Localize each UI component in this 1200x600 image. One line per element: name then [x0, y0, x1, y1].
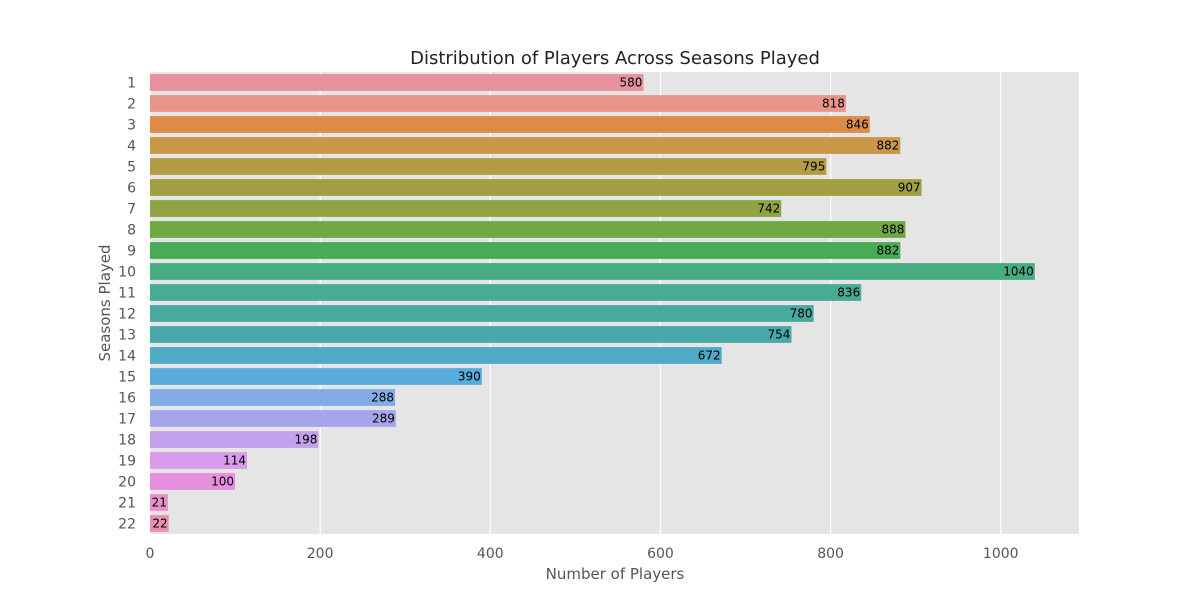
bar-value-label: 198: [295, 433, 318, 447]
bar-seasons-7: [150, 200, 782, 217]
x-tick-labels: 0 200 400 600 800 1000: [146, 546, 1019, 562]
y-tick-label: 21: [118, 496, 136, 512]
y-axis-label: Seasons Played: [96, 244, 114, 361]
bar-value-label: 288: [371, 391, 394, 405]
y-tick-label: 7: [127, 202, 136, 218]
y-tick-label: 20: [118, 475, 136, 491]
bar-value-label: 21: [152, 496, 167, 510]
x-tick-label: 600: [647, 546, 674, 562]
bar-value-label: 580: [620, 76, 643, 90]
bar-seasons-3: [150, 116, 870, 133]
bar-value-label: 907: [898, 181, 921, 195]
y-tick-label: 18: [118, 433, 136, 449]
y-tick-label: 1: [127, 76, 136, 92]
bar-value-label: 836: [837, 286, 860, 300]
bars: [150, 74, 1035, 532]
bar-seasons-6: [150, 179, 922, 196]
bar-seasons-9: [150, 242, 901, 259]
y-tick-label: 9: [127, 244, 136, 260]
bar-seasons-13: [150, 326, 792, 343]
bar-value-label: 22: [152, 517, 167, 531]
bar-seasons-17: [150, 410, 396, 427]
y-tick-label: 13: [118, 328, 136, 344]
bar-seasons-19: [150, 452, 247, 469]
bar-seasons-11: [150, 284, 862, 301]
bar-seasons-5: [150, 158, 827, 175]
bar-value-label: 390: [458, 370, 481, 384]
bar-seasons-21: [150, 494, 168, 511]
y-tick-label: 15: [118, 370, 136, 386]
bar-seasons-4: [150, 137, 901, 154]
y-tick-label: 8: [127, 223, 136, 239]
bar-value-label: 100: [211, 475, 234, 489]
bar-value-label: 672: [698, 349, 721, 363]
bar-seasons-8: [150, 221, 906, 238]
bar-seasons-20: [150, 473, 236, 490]
y-tick-label: 3: [127, 118, 136, 134]
y-tick-label: 14: [118, 349, 136, 365]
bar-value-label: 742: [757, 202, 780, 216]
bar-seasons-15: [150, 368, 482, 385]
y-tick-label: 10: [118, 265, 136, 281]
bar-value-label: 882: [876, 139, 899, 153]
x-tick-label: 1000: [983, 546, 1019, 562]
bar-value-label: 780: [790, 307, 813, 321]
y-tick-label: 2: [127, 97, 136, 113]
y-tick-label: 16: [118, 391, 136, 407]
bar-seasons-16: [150, 389, 396, 406]
bar-seasons-18: [150, 431, 319, 448]
y-tick-label: 19: [118, 454, 136, 470]
bar-seasons-1: [150, 74, 644, 91]
bar-value-label: 818: [822, 97, 845, 111]
x-tick-label: 200: [307, 546, 334, 562]
y-tick-label: 5: [127, 160, 136, 176]
bar-value-label: 754: [768, 328, 791, 342]
bar-value-label: 114: [223, 454, 246, 468]
y-tick-label: 12: [118, 307, 136, 323]
x-tick-label: 400: [477, 546, 504, 562]
bar-value-label: 1040: [1003, 265, 1034, 279]
chart-title: Distribution of Players Across Seasons P…: [410, 48, 820, 69]
bar-value-label: 888: [882, 223, 905, 237]
bar-value-label: 846: [846, 118, 869, 132]
x-axis-label: Number of Players: [546, 565, 685, 583]
y-tick-label: 11: [118, 286, 136, 302]
bar-value-label: 795: [802, 160, 825, 174]
y-tick-label: 17: [118, 412, 136, 428]
bar-seasons-12: [150, 305, 814, 322]
y-tick-label: 4: [127, 139, 136, 155]
bar-value-label: 289: [372, 412, 395, 426]
bar-value-label: 882: [876, 244, 899, 258]
x-tick-label: 800: [817, 546, 844, 562]
y-tick-label: 22: [118, 517, 136, 533]
bar-seasons-10: [150, 263, 1035, 280]
bar-seasons-2: [150, 95, 846, 112]
x-tick-label: 0: [146, 546, 155, 562]
bar-seasons-14: [150, 347, 722, 364]
y-tick-label: 6: [127, 181, 136, 197]
bar-seasons-22: [150, 515, 169, 532]
